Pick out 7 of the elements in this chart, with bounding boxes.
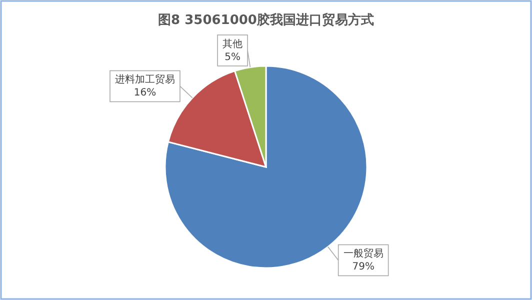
slice-label: 一般贸易	[343, 248, 384, 260]
chart-title: 图8 35061000胶我国进口贸易方式	[158, 12, 374, 28]
data-label: 16%	[134, 88, 156, 99]
slice-label: 其他	[222, 38, 243, 50]
data-label: 5%	[224, 52, 240, 63]
slice-label: 进料加工贸易	[114, 74, 175, 86]
data-label: 79%	[352, 262, 374, 273]
